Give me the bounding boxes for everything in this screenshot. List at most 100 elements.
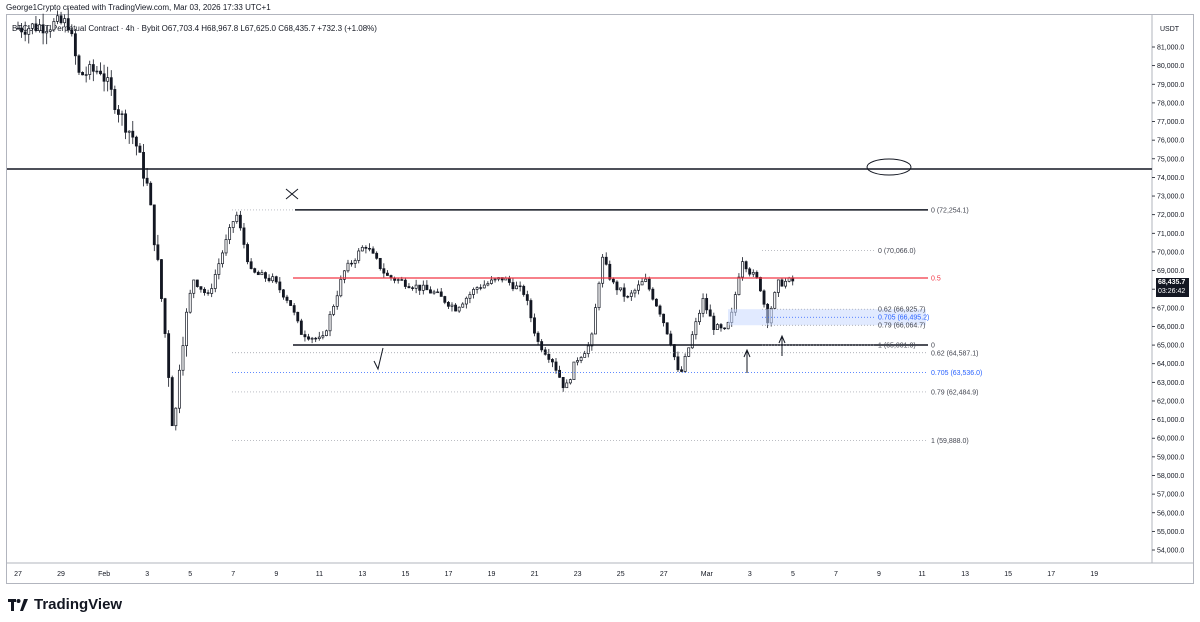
candle-down bbox=[744, 261, 748, 270]
x-tick-label: 3 bbox=[145, 571, 149, 578]
candle-up bbox=[325, 330, 328, 336]
y-tick-label: 67,000.0 bbox=[1157, 305, 1184, 312]
currency-label[interactable]: USDT bbox=[1160, 26, 1180, 33]
candle-up bbox=[490, 279, 493, 284]
candle-up bbox=[586, 345, 590, 354]
candle-down bbox=[371, 248, 375, 254]
candle-up bbox=[260, 272, 264, 276]
y-tick-label: 62,000.0 bbox=[1157, 398, 1184, 405]
fib-right-label: 0.705 (66,495.2) bbox=[878, 315, 929, 322]
candle-down bbox=[206, 292, 210, 294]
candle-down bbox=[446, 302, 450, 307]
candle-down bbox=[59, 15, 63, 24]
candle-down bbox=[350, 262, 353, 265]
check-marker bbox=[373, 347, 384, 371]
candle-down bbox=[647, 278, 651, 290]
candle-down bbox=[145, 177, 149, 184]
candle-down bbox=[364, 246, 368, 249]
y-tick-label: 72,000.0 bbox=[1157, 212, 1184, 219]
tradingview-brand: TradingView bbox=[34, 596, 123, 613]
candle-down bbox=[113, 89, 117, 110]
candle-up bbox=[353, 260, 357, 264]
candle-up bbox=[45, 31, 49, 34]
candle-up bbox=[472, 289, 475, 295]
candle-down bbox=[152, 204, 156, 246]
candle-up bbox=[576, 360, 579, 363]
candle-up bbox=[346, 262, 350, 272]
candle-up bbox=[644, 278, 648, 282]
candle-down bbox=[124, 113, 128, 133]
candle-up bbox=[414, 284, 418, 289]
candle-up bbox=[210, 288, 214, 294]
candle-down bbox=[611, 278, 615, 283]
candle-up bbox=[30, 23, 34, 29]
x-tick-label: 9 bbox=[877, 571, 881, 578]
y-tick-label: 61,000.0 bbox=[1157, 417, 1184, 424]
candle-down bbox=[723, 327, 726, 330]
candle-up bbox=[751, 272, 755, 275]
candle-up bbox=[475, 287, 479, 290]
candle-down bbox=[386, 272, 389, 276]
candle-up bbox=[482, 284, 486, 289]
bar-countdown: 03:26:42 bbox=[1158, 288, 1186, 295]
candle-up bbox=[633, 289, 637, 294]
y-tick-label: 77,000.0 bbox=[1157, 119, 1184, 126]
x-tick-label: 23 bbox=[574, 571, 582, 578]
candle-up bbox=[572, 361, 576, 381]
candle-down bbox=[131, 130, 135, 138]
fib-right-label: 0 (70,066.0) bbox=[878, 248, 916, 255]
candle-down bbox=[109, 77, 113, 90]
candle-down bbox=[299, 320, 303, 335]
candle-down bbox=[658, 305, 662, 315]
fib-right-label: 0.79 (66,064.7) bbox=[878, 323, 925, 330]
candle-down bbox=[163, 298, 167, 334]
candle-up bbox=[310, 337, 314, 340]
candle-down bbox=[203, 288, 206, 294]
cross-marker bbox=[285, 188, 299, 200]
y-tick-label: 66,000.0 bbox=[1157, 324, 1184, 331]
candle-down bbox=[246, 244, 249, 263]
candle-up bbox=[181, 345, 185, 371]
candle-down bbox=[479, 287, 483, 289]
candle-up bbox=[56, 15, 59, 22]
y-tick-label: 69,000.0 bbox=[1157, 268, 1184, 275]
candle-up bbox=[694, 321, 698, 336]
candle-down bbox=[375, 252, 379, 259]
candle-up bbox=[583, 353, 587, 358]
x-tick-label: 5 bbox=[188, 571, 192, 578]
tradingview-logo[interactable]: TradingView bbox=[8, 596, 122, 613]
candle-up bbox=[579, 357, 583, 361]
candle-down bbox=[676, 356, 680, 371]
candle-up bbox=[328, 313, 332, 332]
fib-left-label: 0.705 (63,536.0) bbox=[931, 370, 982, 377]
candle-down bbox=[149, 182, 153, 206]
candle-up bbox=[228, 227, 232, 240]
candle-down bbox=[253, 268, 257, 273]
candle-down bbox=[403, 279, 407, 287]
x-tick-label: Mar bbox=[701, 571, 714, 578]
candle-down bbox=[651, 288, 655, 300]
candle-up bbox=[464, 297, 468, 305]
x-tick-label: 7 bbox=[834, 571, 838, 578]
candle-down bbox=[705, 298, 709, 311]
candle-down bbox=[102, 73, 106, 82]
candle-up bbox=[120, 113, 124, 115]
candle-up bbox=[773, 292, 777, 309]
candle-up bbox=[698, 312, 701, 323]
candle-down bbox=[604, 256, 608, 265]
candle-up bbox=[701, 298, 705, 314]
candle-down bbox=[23, 31, 27, 35]
candle-up bbox=[360, 246, 364, 252]
candle-down bbox=[91, 64, 95, 72]
candle-down bbox=[292, 305, 296, 313]
candle-down bbox=[615, 281, 619, 291]
candle-down bbox=[507, 277, 511, 283]
y-tick-label: 70,000.0 bbox=[1157, 249, 1184, 256]
candle-down bbox=[400, 279, 404, 281]
candle-down bbox=[425, 284, 429, 291]
candle-down bbox=[134, 136, 138, 147]
candle-down bbox=[529, 300, 533, 319]
y-tick-label: 54,000.0 bbox=[1157, 548, 1184, 555]
candle-down bbox=[608, 263, 612, 280]
